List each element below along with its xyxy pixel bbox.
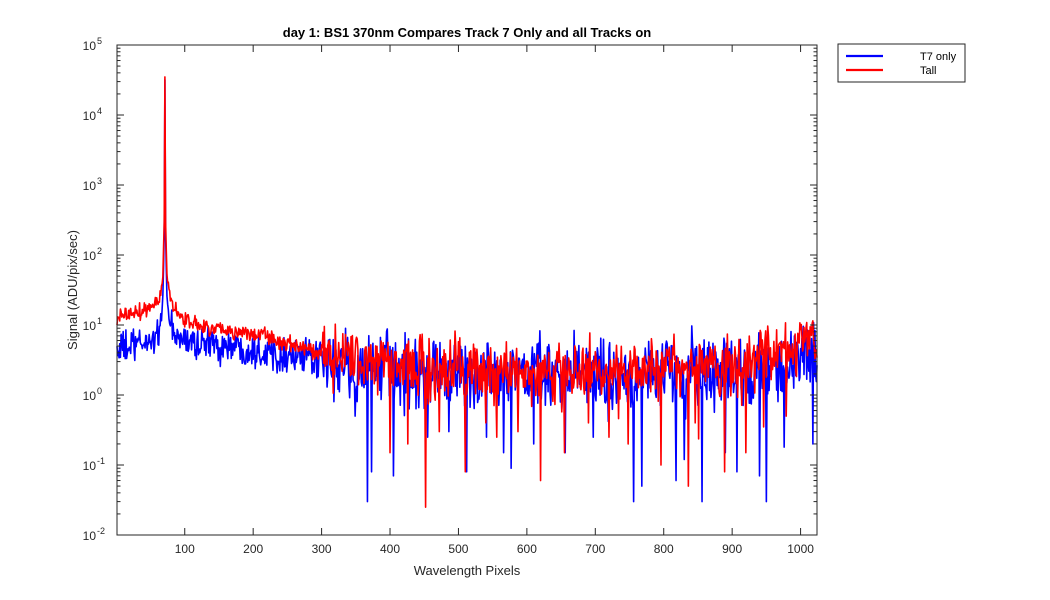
chart-title: day 1: BS1 370nm Compares Track 7 Only a… <box>283 25 652 40</box>
legend-label: T7 only <box>920 51 957 63</box>
x-tick-label: 300 <box>312 542 332 556</box>
x-tick-label: 500 <box>448 542 468 556</box>
y-tick-label: 10 <box>83 39 97 53</box>
y-tick-label: 10 <box>83 179 97 193</box>
y-tick-exponent: 1 <box>97 316 102 326</box>
legend: T7 only Tall <box>837 43 966 83</box>
series-line-t7-only <box>116 79 818 503</box>
y-tick-label: 10 <box>83 249 97 263</box>
x-tick-label: 700 <box>585 542 605 556</box>
y-tick-exponent: 4 <box>97 106 102 116</box>
y-tick-label: 10 <box>83 459 97 473</box>
x-tick-label: 400 <box>380 542 400 556</box>
y-tick-exponent: -1 <box>97 456 105 466</box>
y-tick-exponent: 0 <box>97 386 102 396</box>
y-tick-exponent: 5 <box>97 36 102 46</box>
y-tick-exponent: -2 <box>97 526 105 536</box>
y-axis-label: Signal (ADU/pix/sec) <box>65 230 80 350</box>
x-axis-label: Wavelength Pixels <box>414 563 521 578</box>
x-axis: 100 200 300 400 500 600 700 800 900 1000 <box>175 45 814 556</box>
y-tick-label: 10 <box>83 319 97 333</box>
x-tick-label: 100 <box>175 542 195 556</box>
series-layer <box>116 76 818 508</box>
plot-frame <box>116 44 818 536</box>
x-tick-label: 600 <box>517 542 537 556</box>
x-tick-label: 1000 <box>787 542 814 556</box>
x-tick-label: 800 <box>654 542 674 556</box>
y-tick-exponent: 3 <box>97 176 102 186</box>
series-line-tall <box>116 76 818 508</box>
y-tick-label: 10 <box>83 109 97 123</box>
x-tick-label: 900 <box>722 542 742 556</box>
y-tick-label: 10 <box>83 529 97 543</box>
legend-box <box>837 43 966 83</box>
y-tick-label: 10 <box>83 389 97 403</box>
y-tick-exponent: 2 <box>97 246 102 256</box>
legend-label: Tall <box>920 65 937 77</box>
x-tick-label: 200 <box>243 542 263 556</box>
